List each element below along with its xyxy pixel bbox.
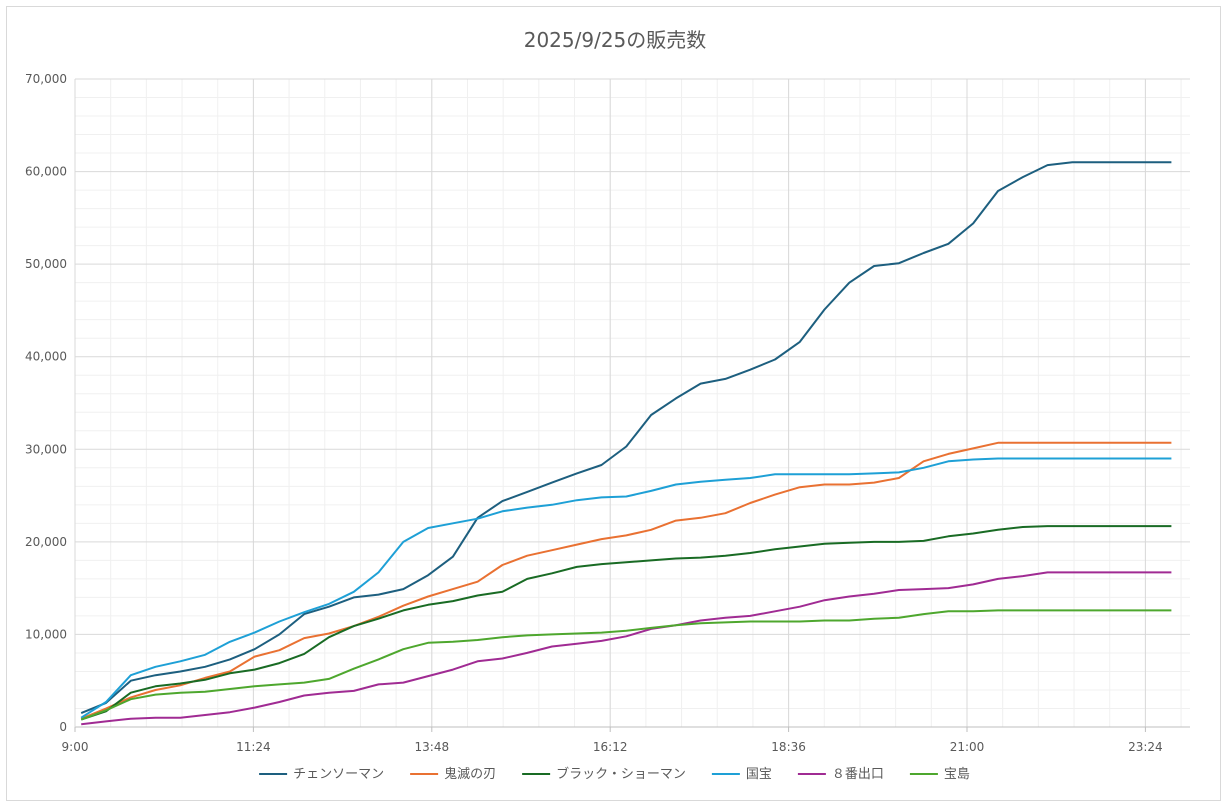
- legend-item[interactable]: チェンソーマン: [259, 767, 384, 782]
- legend-label: 国宝: [746, 767, 772, 782]
- legend-item[interactable]: 鬼滅の刃: [410, 766, 496, 782]
- series-line-1: [80, 161, 1172, 715]
- legend-item[interactable]: 国宝: [711, 767, 772, 782]
- legend: チェンソーマン 鬼滅の刃 ブラック・ショーマン 国宝 ８番出口 宝島: [259, 766, 970, 782]
- series-line-2: [80, 441, 1172, 720]
- legend-label: 鬼滅の刃: [444, 766, 496, 782]
- y-tick-label: 0: [59, 720, 67, 734]
- legend-item[interactable]: 宝島: [909, 767, 970, 782]
- legend-item[interactable]: ブラック・ショーマン: [522, 766, 686, 782]
- series-line-6: [80, 609, 1172, 721]
- x-tick-label: 21:00: [950, 740, 985, 754]
- legend-label: チェンソーマン: [293, 767, 384, 782]
- y-tick-label: 50,000: [25, 257, 67, 271]
- y-tick-label: 40,000: [25, 350, 67, 364]
- legend-item[interactable]: ８番出口: [797, 767, 884, 782]
- line-chart: 2025/9/25の販売数 0 10,000 20,000 30,000 40,000 5…: [25, 28, 1190, 782]
- series-line-4: [80, 457, 1172, 719]
- series-line-3: [80, 525, 1172, 721]
- x-tick-label: 13:48: [415, 740, 450, 754]
- y-tick-label: 20,000: [25, 535, 67, 549]
- legend-label: ８番出口: [832, 767, 884, 782]
- chart-frame: 2025/9/25の販売数 0 10,000 20,000 30,000 40,000 5…: [6, 6, 1221, 801]
- y-tick-label: 10,000: [25, 627, 67, 641]
- legend-label: 宝島: [944, 767, 970, 782]
- chart-title: 2025/9/25の販売数: [524, 28, 707, 52]
- x-tick-label: 9:00: [62, 740, 89, 754]
- x-tick-label: 16:12: [593, 740, 628, 754]
- x-tick-label: 23:24: [1128, 740, 1163, 754]
- x-tick-label: 18:36: [771, 740, 806, 754]
- legend-items: チェンソーマン 鬼滅の刃 ブラック・ショーマン 国宝 ８番出口 宝島: [259, 766, 970, 782]
- y-tick-label: 60,000: [25, 165, 67, 179]
- y-tick-label: 30,000: [25, 442, 67, 456]
- x-tick-label: 11:24: [236, 740, 271, 754]
- axes: 0 10,000 20,000 30,000 40,000 50,000 60,000 70,…: [25, 72, 1190, 754]
- y-tick-label: 70,000: [25, 72, 67, 86]
- legend-label: ブラック・ショーマン: [556, 766, 686, 782]
- series-layer: [80, 161, 1172, 726]
- series-line-5: [81, 571, 1172, 726]
